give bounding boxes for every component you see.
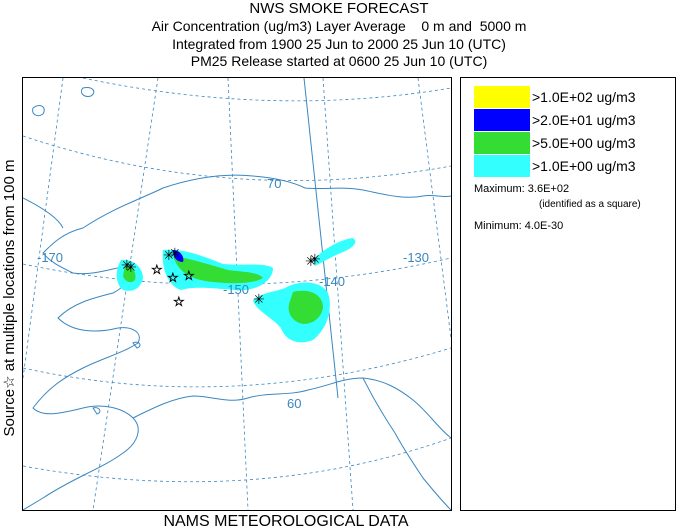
island-3 bbox=[132, 341, 141, 349]
island-4 bbox=[92, 407, 101, 415]
plume-east-inner bbox=[288, 290, 323, 324]
lon-label-140: -140 bbox=[319, 274, 345, 289]
island-1 bbox=[32, 105, 45, 117]
legend-label: >1.0E+00 ug/m3 bbox=[532, 158, 636, 174]
source-star-open: ☆ bbox=[173, 295, 185, 310]
lon-label-170: -170 bbox=[37, 250, 63, 265]
parallel-70 bbox=[23, 135, 451, 181]
south-coast bbox=[132, 377, 451, 439]
map-svg: ✳ ✳ ✳ ✳ ✳ ✳ ✳ ☆ ☆ ☆ ☆ 70 60 -170 -150 -1… bbox=[23, 78, 451, 510]
border-line bbox=[303, 78, 339, 399]
legend-swatch-cyan bbox=[474, 155, 530, 177]
source-open-stars: ☆ ☆ ☆ ☆ bbox=[151, 263, 195, 311]
plume-central-inner bbox=[173, 256, 263, 284]
plume-west-inner bbox=[123, 266, 136, 283]
arctic-coast bbox=[82, 174, 451, 229]
legend-swatch-yellow bbox=[474, 86, 530, 108]
parallel-55 bbox=[23, 437, 451, 483]
lon-label-150: -150 bbox=[223, 282, 249, 297]
source-side-label-text: Source☆ at multiple locations from 100 m bbox=[1, 159, 18, 437]
smoke-plumes bbox=[116, 238, 356, 343]
graticule-labels: 70 60 -170 -150 -140 -130 bbox=[37, 176, 429, 411]
subtitle-release: PM25 Release started at 0600 25 Jun 10 (… bbox=[190, 53, 488, 69]
panhandle bbox=[362, 377, 451, 510]
source-star: ✳ bbox=[305, 254, 317, 270]
source-star: ✳ bbox=[163, 248, 175, 264]
legend-label: >5.0E+00 ug/m3 bbox=[532, 135, 636, 151]
source-star: ✳ bbox=[125, 260, 137, 276]
meridian-150 bbox=[227, 78, 249, 510]
meridian-160 bbox=[92, 78, 159, 510]
legend-label: >1.0E+02 ug/m3 bbox=[532, 89, 636, 105]
legend-swatch-blue bbox=[474, 109, 530, 131]
parallel-60 bbox=[23, 347, 451, 388]
source-star: ✳ bbox=[309, 252, 321, 268]
parallel-75 bbox=[82, 78, 451, 102]
map-panel: ✳ ✳ ✳ ✳ ✳ ✳ ✳ ☆ ☆ ☆ ☆ 70 60 -170 -150 -1… bbox=[22, 77, 452, 511]
title: NWS SMOKE FORECAST bbox=[249, 0, 429, 17]
meridian-130 bbox=[417, 78, 451, 339]
lat-label-70: 70 bbox=[267, 176, 281, 191]
lon-label-130: -130 bbox=[403, 250, 429, 265]
coastline bbox=[23, 87, 451, 510]
legend-maximum: Maximum: 3.6E+02 bbox=[474, 183, 570, 195]
lat-label-60: 60 bbox=[287, 396, 301, 411]
meridian-140 bbox=[322, 78, 354, 510]
source-star: ✳ bbox=[253, 292, 265, 308]
legend-swatch-green bbox=[474, 132, 530, 154]
siberia-coast bbox=[23, 197, 64, 229]
plume-northeast bbox=[313, 238, 356, 266]
source-star: ✳ bbox=[121, 258, 133, 274]
plume-central-blue bbox=[173, 250, 184, 262]
legend-maximum-note: (identified as a square) bbox=[539, 199, 641, 210]
source-star-open: ☆ bbox=[183, 269, 195, 284]
subtitle-integration: Integrated from 1900 25 Jun to 2000 25 J… bbox=[172, 36, 506, 52]
island-2 bbox=[80, 87, 95, 97]
footer-label: NAMS METEOROLOGICAL DATA bbox=[163, 513, 409, 530]
legend-panel: >1.0E+02 ug/m3 >2.0E+01 ug/m3 >5.0E+00 u… bbox=[460, 77, 676, 511]
source-star: ✳ bbox=[169, 246, 181, 262]
subtitle-concentration: Air Concentration (ug/m3) Layer Average … bbox=[151, 18, 527, 34]
source-star-open: ☆ bbox=[151, 263, 163, 278]
source-stars: ✳ ✳ ✳ ✳ ✳ ✳ ✳ bbox=[121, 246, 321, 308]
legend-label: >2.0E+01 ug/m3 bbox=[532, 112, 636, 128]
legend-minimum: Minimum: 4.0E-30 bbox=[474, 220, 564, 232]
source-star-open: ☆ bbox=[167, 271, 179, 286]
meridian-170 bbox=[23, 78, 64, 379]
